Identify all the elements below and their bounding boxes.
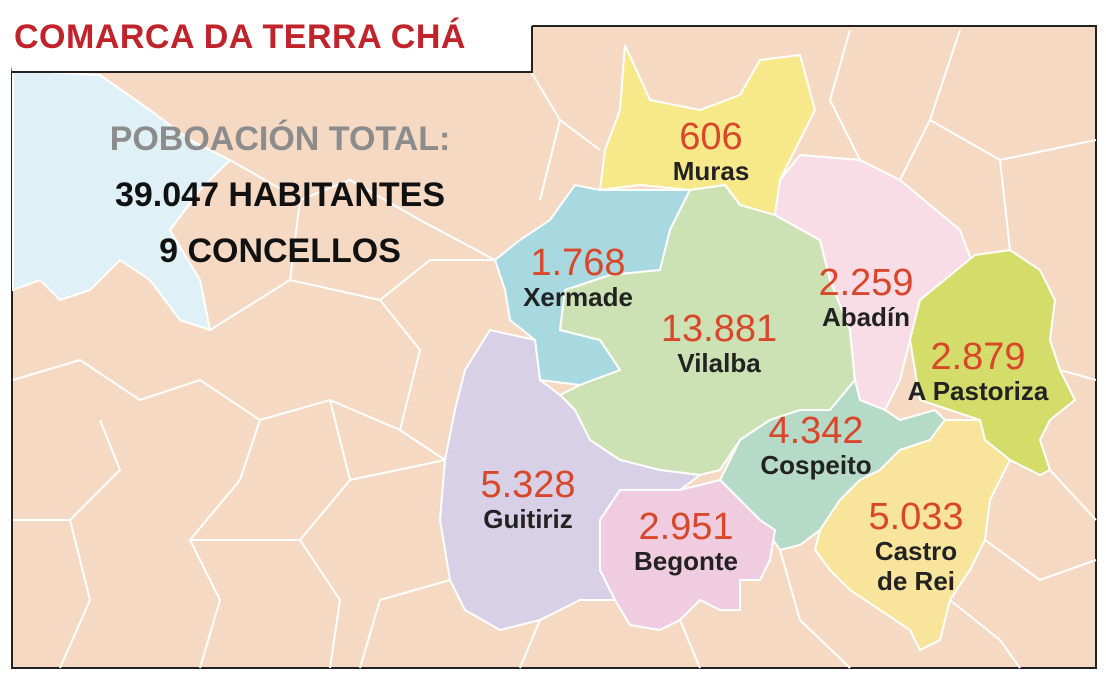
municipality-name: Castro de Rei (874, 536, 958, 596)
municipality-label: 5.328 Guitiriz (480, 466, 575, 534)
municipality-label: 2.879 A Pastoriza (908, 338, 1049, 406)
municipality-name: Guitiriz (483, 504, 573, 534)
population: 4.342 (768, 410, 864, 452)
municipality-label: 606 Muras (673, 118, 750, 186)
population: 13.881 (660, 308, 778, 350)
summary-population: 39.047 HABITANTES (114, 176, 446, 214)
municipality-label: 13.881 Vilalba (661, 310, 777, 378)
title-box-border (12, 26, 533, 73)
title: COMARCA DA TERRA CHÁ (14, 18, 466, 56)
municipality-label: 2.259 Abadín (818, 264, 913, 332)
municipality-name: Begonte (634, 546, 738, 576)
population: 2.259 (818, 262, 914, 304)
municipality-name: Muras (672, 156, 750, 186)
municipality-label: 1.768 Xermade (523, 244, 633, 312)
region-castro-de-rei (813, 419, 1012, 652)
municipality-label: 4.342 Cospeito (760, 412, 871, 480)
municipality-label: 2.951 Begonte (634, 508, 738, 576)
borders (12, 29, 1097, 669)
population: 2.879 (930, 336, 1026, 378)
title-box (0, 0, 532, 72)
municipality-label: 5.033 Castro de Rei (861, 498, 971, 596)
municipality-name: Abadín (821, 302, 911, 332)
municipality-name: A Pastoriza (907, 376, 1049, 406)
population: 1.768 (530, 242, 626, 284)
region-begonte (599, 478, 777, 632)
population: 2.951 (638, 506, 734, 548)
summary-label: POBOACIÓN TOTAL: (109, 120, 451, 158)
summary-municipalities: 9 CONCELLOS (159, 232, 401, 270)
municipality-name: Vilalba (677, 348, 761, 378)
municipality-name: Cospeito (760, 450, 872, 480)
population: 5.033 (868, 496, 964, 538)
municipalities (438, 44, 1077, 652)
population: 606 (679, 116, 743, 158)
municipality-name: Xermade (523, 282, 633, 312)
population: 5.328 (480, 464, 576, 506)
region-a-pastoriza (908, 248, 1077, 477)
region-abadin (773, 153, 977, 412)
